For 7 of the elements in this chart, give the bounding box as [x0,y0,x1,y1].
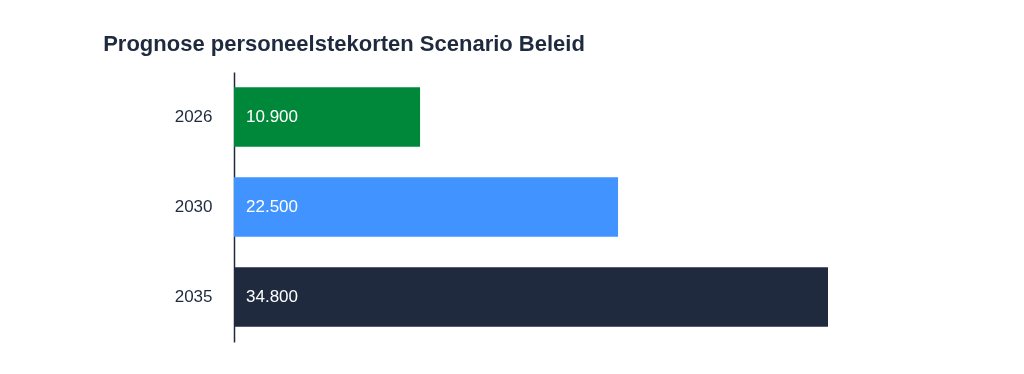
y-tick-label: 2026 [174,107,213,126]
y-tick-label: 2035 [174,287,213,306]
chart-title: Prognose personeelstekorten Scenario Beleid [103,31,585,56]
y-tick-label: 2030 [174,197,213,216]
data-label: 22.500 [246,197,298,216]
data-label: 10.900 [246,107,298,126]
data-label: 34.800 [246,287,298,306]
